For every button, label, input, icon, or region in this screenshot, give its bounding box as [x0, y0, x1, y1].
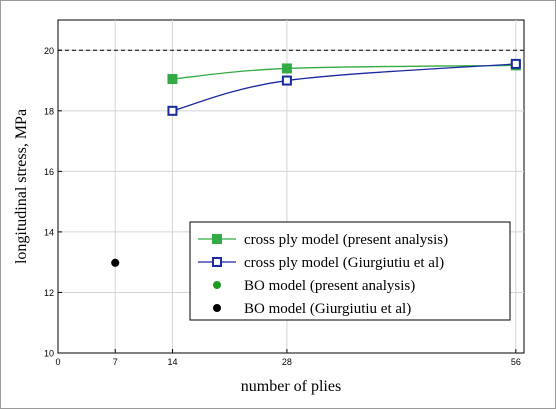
x-tick-label: 56 — [511, 357, 521, 367]
legend-symbol-cross-ply-present — [198, 234, 236, 244]
x-axis-label: number of plies — [241, 378, 341, 395]
legend-item-cross-ply-present: cross ply model (present analysis) — [198, 232, 448, 248]
legend-label-cross-ply-present: cross ply model (present analysis) — [244, 232, 448, 248]
legend-marker — [213, 304, 221, 312]
y-ticks: 10 12 14 16 18 20 — [44, 46, 62, 359]
series-line-0 — [172, 64, 516, 80]
legend-marker — [212, 257, 222, 267]
y-tick-label: 20 — [44, 46, 54, 56]
legend-item-bo-giurgiutiu: BO model (Giurgiutiu et al) — [213, 301, 411, 317]
series-1 — [167, 58, 521, 116]
legend-marker — [213, 281, 221, 289]
series-layer — [111, 58, 521, 267]
y-tick-label: 16 — [44, 167, 54, 177]
x-ticks: 0 7 14 28 56 — [55, 349, 521, 367]
legend-label-bo-giurgiutiu: BO model (Giurgiutiu et al) — [244, 301, 411, 317]
data-point-1-1 — [281, 75, 292, 86]
data-point-1-2 — [510, 58, 521, 69]
y-axis-label: longitudinal stress, MPa — [13, 109, 30, 264]
y-tick-label: 18 — [44, 106, 54, 116]
data-point-0-0 — [167, 74, 178, 85]
series-line-1 — [172, 63, 516, 112]
x-tick-label: 0 — [55, 357, 60, 367]
x-tick-label: 14 — [167, 357, 177, 367]
legend-item-cross-ply-giurgiutiu: cross ply model (Giurgiutiu et al) — [198, 255, 444, 271]
y-tick-label: 12 — [44, 288, 54, 298]
x-tick-label: 7 — [113, 357, 118, 367]
legend-box — [189, 221, 511, 321]
y-tick-label: 10 — [44, 349, 54, 359]
data-point-3-0 — [111, 258, 120, 267]
series-3 — [111, 258, 120, 267]
legend-item-bo-present: BO model (present analysis) — [213, 278, 415, 294]
legend-label-cross-ply-giurgiutiu: cross ply model (Giurgiutiu et al) — [244, 255, 444, 271]
legend: cross ply model (present analysis) cross… — [189, 221, 511, 321]
legend-symbol-bo-giurgiutiu — [213, 304, 221, 312]
legend-label-bo-present: BO model (present analysis) — [244, 278, 415, 294]
y-tick-label: 14 — [44, 227, 54, 237]
legend-symbol-cross-ply-giurgiutiu — [198, 257, 236, 267]
legend-symbol-bo-present — [213, 281, 221, 289]
x-tick-label: 28 — [282, 357, 292, 367]
data-point-0-1 — [281, 63, 292, 74]
legend-marker — [212, 234, 222, 244]
data-point-1-0 — [167, 105, 178, 116]
